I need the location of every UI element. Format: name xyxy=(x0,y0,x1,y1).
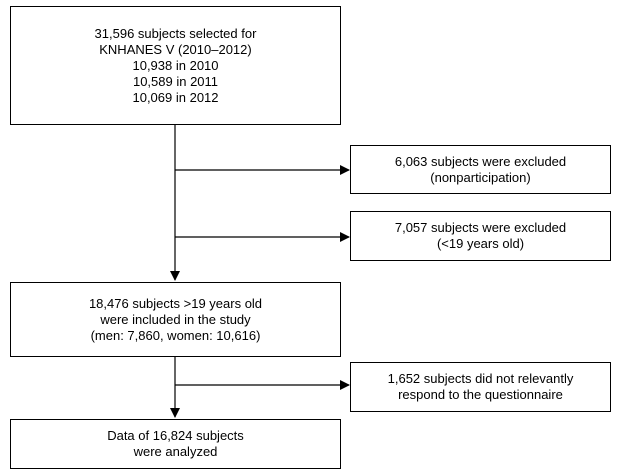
box-selected-line-3: 10,938 in 2010 xyxy=(132,57,219,73)
box-no-response: 1,652 subjects did not relevantly respon… xyxy=(350,362,611,412)
box-no-response-line-1: 1,652 subjects did not relevantly xyxy=(387,371,574,386)
box-excluded-age: 7,057 subjects were excluded (<19 years … xyxy=(350,211,611,261)
box-selected-line-1: 31,596 subjects selected for xyxy=(94,25,257,41)
box-included-subjects: 18,476 subjects >19 years old were inclu… xyxy=(10,282,341,357)
box-analyzed-line-2: were analyzed xyxy=(133,444,218,459)
box-excluded-nonparticipation-line-1: 6,063 subjects were excluded xyxy=(394,153,567,169)
box-excluded-nonparticipation-line-2: (nonparticipation) xyxy=(430,169,531,185)
box-selected-line-4: 10,589 in 2011 xyxy=(132,73,219,89)
box-included-line-3: (men: 7,860, women: 10,616) xyxy=(90,327,261,343)
box-selected-line-2: KNHANES V (2010–2012) xyxy=(99,41,252,57)
box-analyzed: Data of 16,824 subjects were analyzed xyxy=(10,419,341,469)
box-excluded-age-line-2: (<19 years old) xyxy=(436,236,525,251)
box-no-response-line-2: respond to the questionnaire xyxy=(398,387,563,402)
box-included-line-1: 18,476 subjects >19 years old xyxy=(88,295,263,311)
box-included-line-2: were included in the study xyxy=(100,311,251,327)
box-selected-line-5: 10,069 in 2012 xyxy=(132,89,219,105)
box-excluded-nonparticipation: 6,063 subjects were excluded (nonpartici… xyxy=(350,145,611,194)
box-excluded-age-line-1: 7,057 subjects were excluded xyxy=(394,220,567,235)
box-selected-subjects: 31,596 subjects selected for KNHANES V (… xyxy=(10,6,341,125)
box-analyzed-line-1: Data of 16,824 subjects xyxy=(107,428,244,443)
